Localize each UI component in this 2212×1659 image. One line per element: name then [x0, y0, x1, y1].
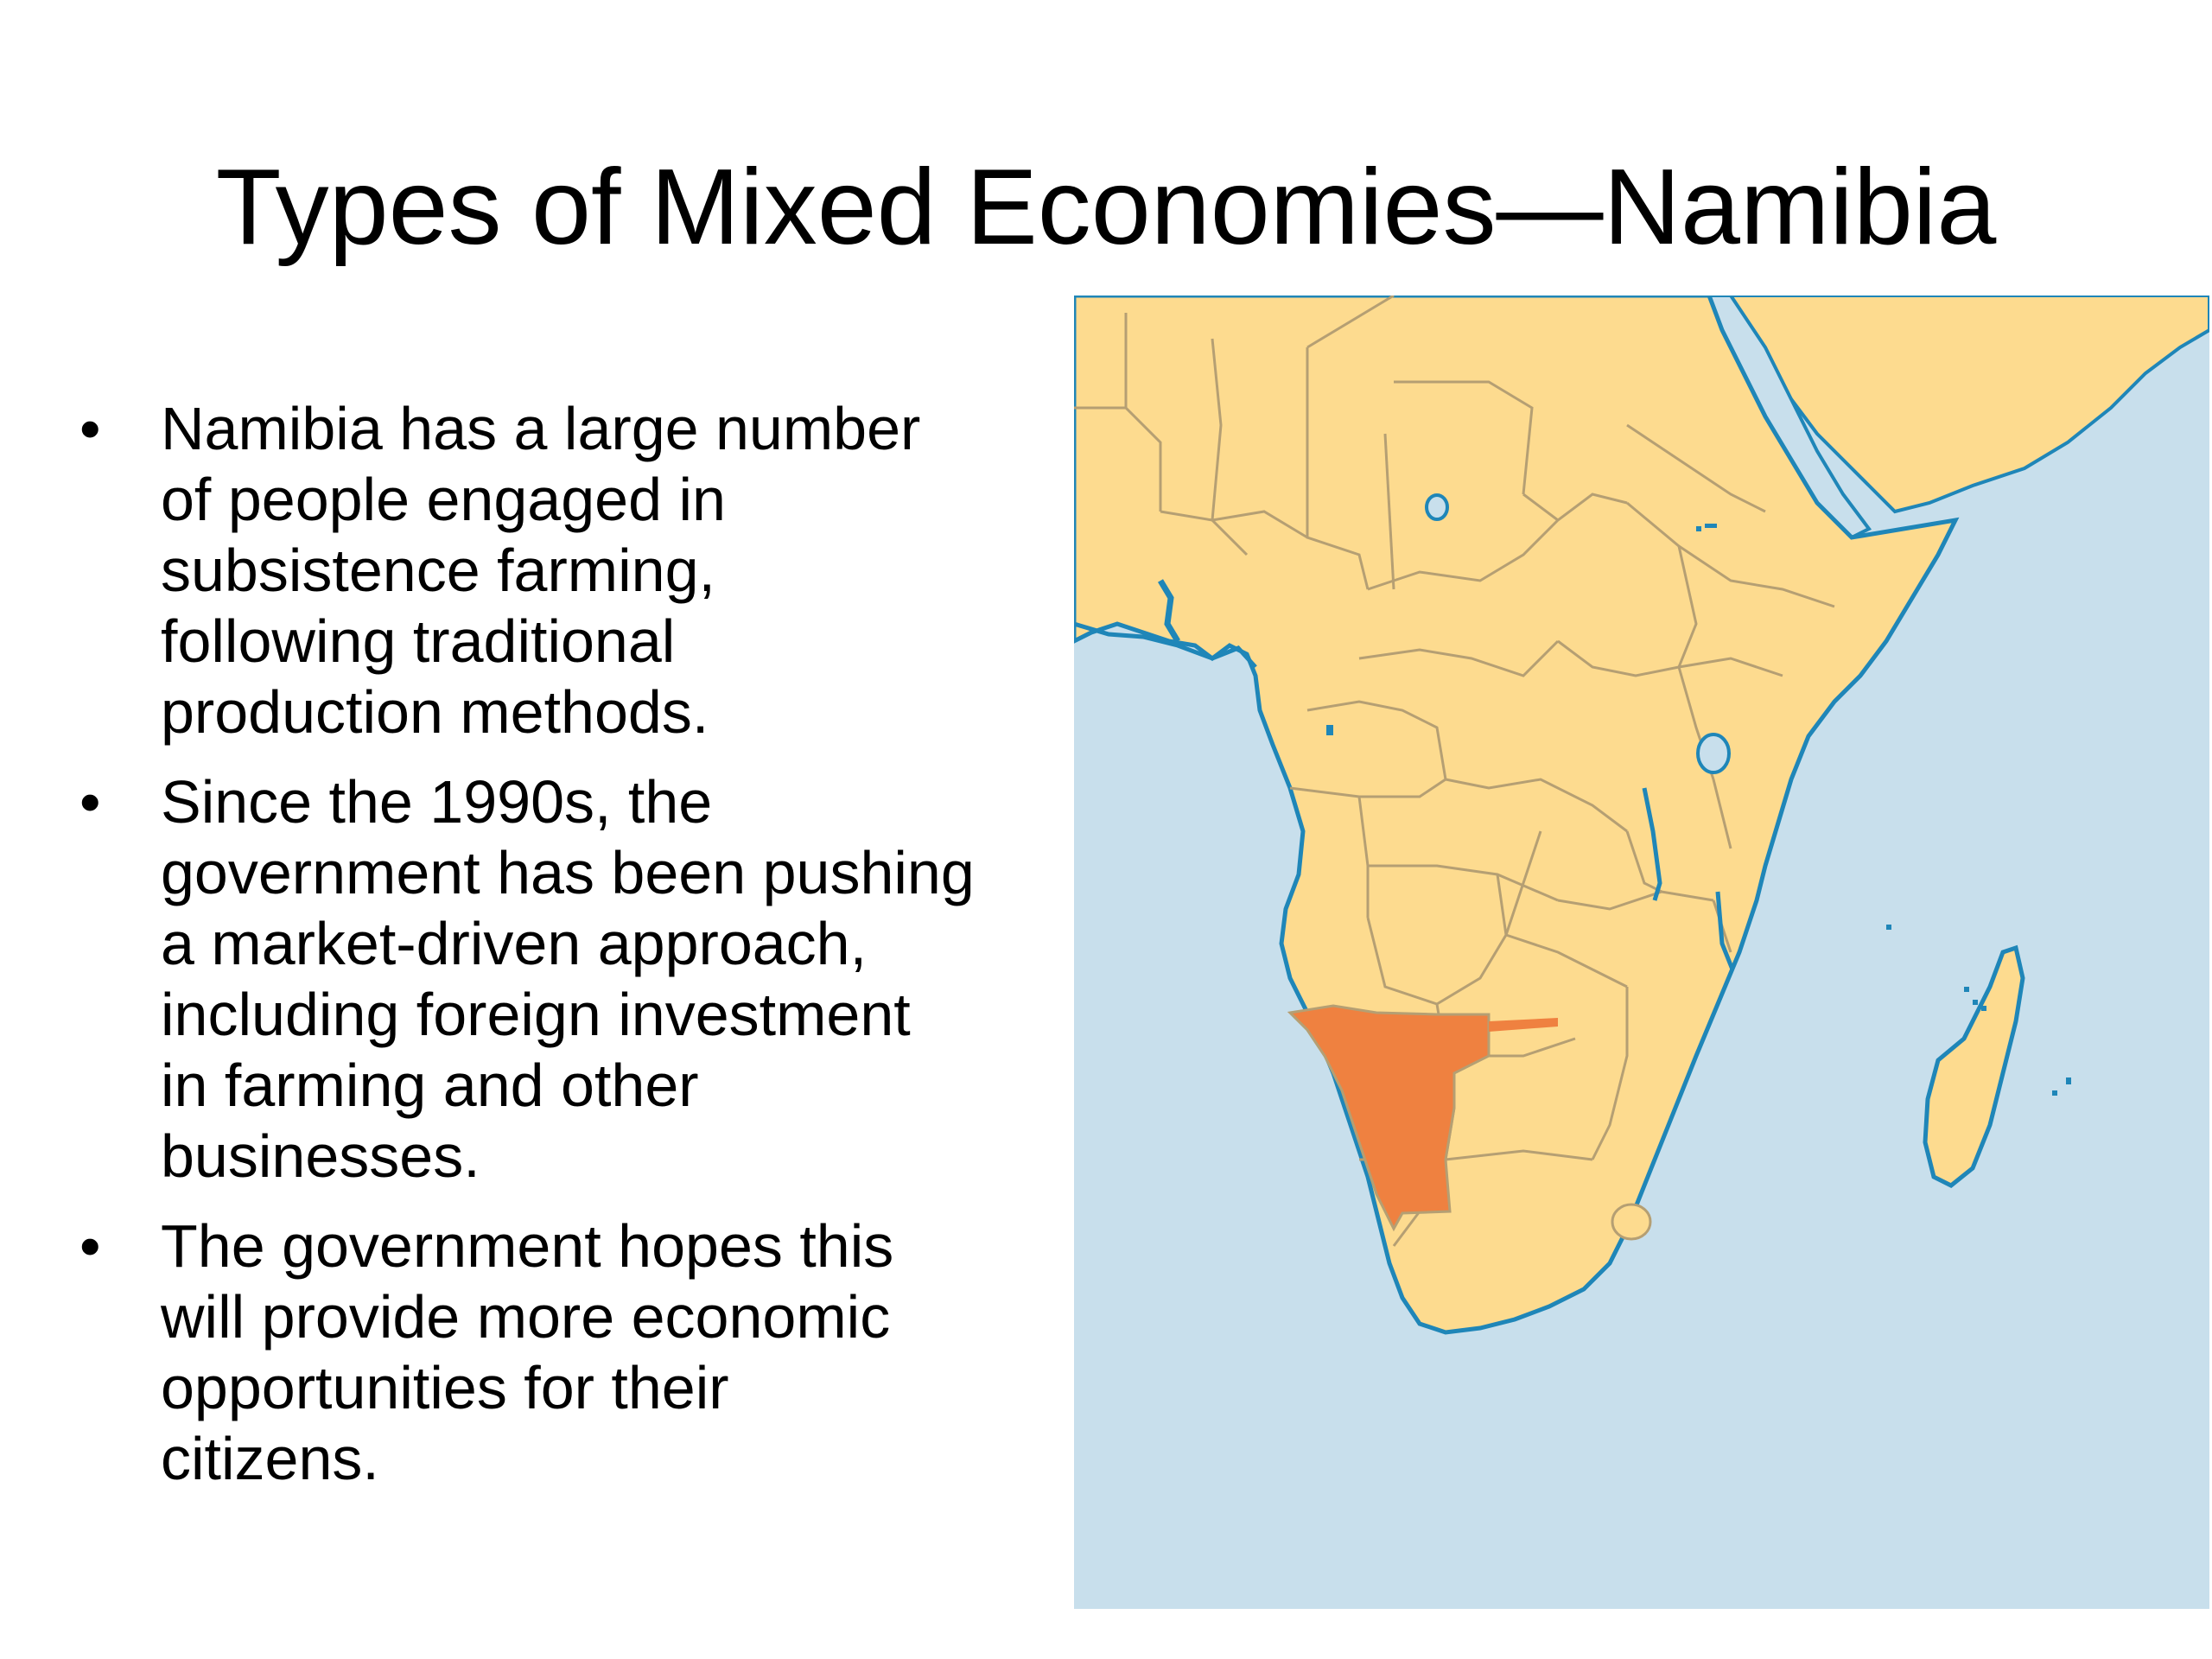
bullet-marker: • — [79, 395, 101, 462]
bullet-text-line: of people engaged in — [161, 466, 726, 533]
bullet-text-line: government has been pushing — [161, 839, 975, 906]
map-country-borders — [1074, 296, 1835, 1247]
bullet-text-line: in farming and other — [161, 1052, 699, 1119]
bullet-text-line: subsistence farming, — [161, 537, 715, 604]
africa-map — [1074, 296, 2209, 1609]
map-lake-tanganyika — [1642, 787, 1662, 901]
map-gulf-of-guinea-coast — [1074, 621, 1257, 669]
map-islands — [1326, 524, 2071, 1096]
map-namibia-highlight — [1287, 1004, 1491, 1232]
map-madagascar — [1923, 944, 2025, 1188]
map-lake-victoria — [1696, 733, 1731, 774]
bullet-text-line: businesses. — [161, 1122, 480, 1190]
bullet-text-line: citizens. — [161, 1425, 379, 1492]
map-lake-malawi — [1715, 891, 1735, 970]
bullet-text-line: a market-driven approach, — [161, 910, 868, 977]
bullet-item: • The government hopes this will provide… — [69, 1211, 1080, 1494]
bullet-text-line: including foreign investment — [161, 981, 911, 1048]
bullet-text-line: will provide more economic — [161, 1283, 891, 1351]
bullet-text-line: The government hopes this — [161, 1212, 894, 1280]
bullet-item: • Namibia has a large number of people e… — [69, 393, 1080, 747]
africa-map-image — [1074, 296, 2209, 1609]
bullet-text-line: following traditional — [161, 607, 676, 675]
map-lesotho — [1611, 1203, 1652, 1241]
bullet-item: • Since the 1990s, the government has be… — [69, 766, 1080, 1192]
bullet-text-line: Namibia has a large number — [161, 395, 921, 462]
slide-title: Types of Mixed Economies—Namibia — [215, 148, 1997, 267]
map-africa-land — [1074, 296, 1960, 1335]
bullet-text-line: production methods. — [161, 678, 709, 746]
map-caprivi-strip — [1489, 1018, 1558, 1032]
map-lake-chad — [1425, 493, 1449, 521]
bullet-text-line: Since the 1990s, the — [161, 768, 713, 836]
bullet-text-line: opportunities for their — [161, 1354, 729, 1421]
bullet-marker: • — [79, 1212, 101, 1280]
map-lake-volta — [1157, 579, 1181, 643]
bullet-marker: • — [79, 768, 101, 836]
bullet-list: • Namibia has a large number of people e… — [69, 393, 1080, 1513]
